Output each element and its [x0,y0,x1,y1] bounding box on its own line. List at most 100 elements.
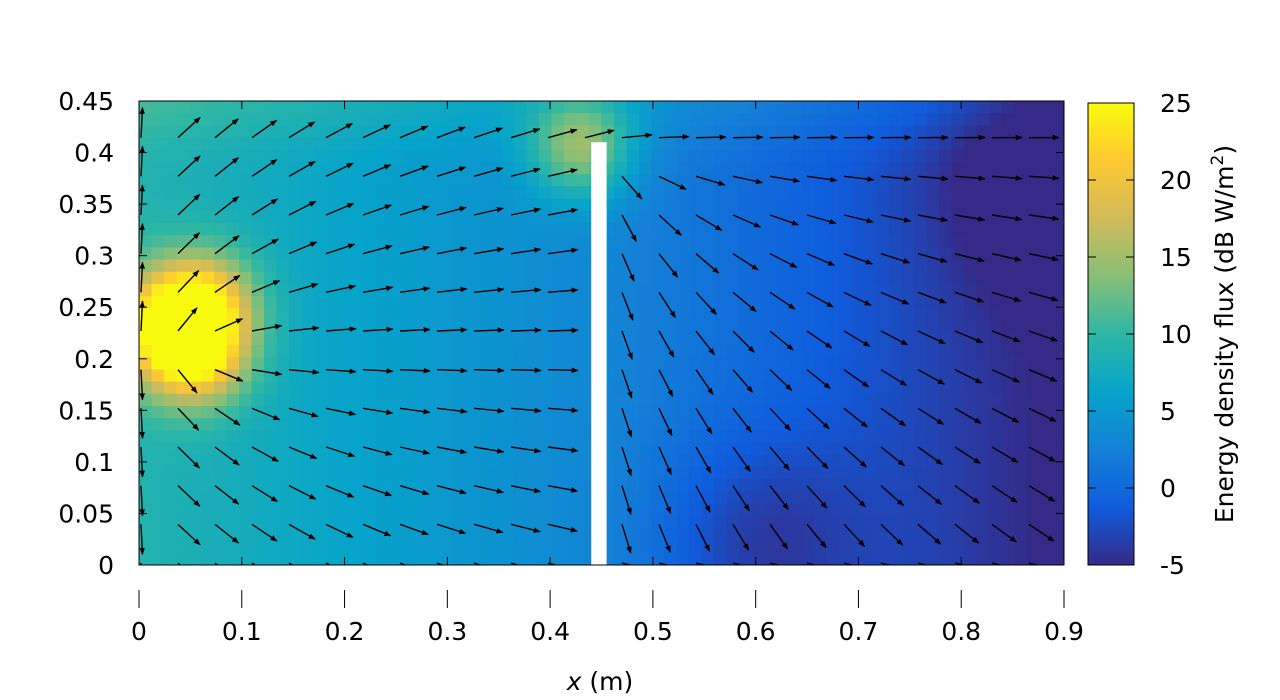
heatmap-cell [1026,332,1040,346]
heatmap-cell [889,503,903,517]
flux-arrow [547,247,579,255]
flux-arrow [436,484,467,495]
heatmap-cell [351,442,365,456]
heatmap-cell [739,113,753,126]
heatmap-cell [901,125,915,139]
heatmap-cell [251,515,265,529]
heatmap-cell [526,149,540,163]
heatmap-cell [1051,210,1064,224]
heatmap-cell [214,393,228,407]
heatmap-cell [251,332,265,346]
heatmap-cell [926,223,940,236]
flux-arrow [1028,446,1056,462]
heatmap-cell [489,235,503,248]
heatmap-cell [651,515,665,529]
heatmap-cell [176,357,190,370]
flux-arrow [658,291,676,319]
heatmap-cell [314,101,328,114]
heatmap-cell [689,418,703,431]
heatmap-cell [614,552,628,565]
heatmap-cell [476,271,490,285]
heatmap-cell [926,198,940,212]
flux-arrow [251,198,278,216]
heatmap-cell [426,503,440,517]
heatmap-cell [314,149,328,163]
heatmap-cell [839,393,853,407]
heatmap-cell [264,125,278,139]
heatmap-cell [1051,271,1064,285]
heatmap-cell [214,259,228,273]
heatmap-cell [851,540,865,553]
heatmap-cell [851,296,865,309]
heatmap-cell [926,381,940,395]
heatmap-cell [1014,515,1028,529]
heatmap-cell [989,235,1003,248]
heatmap-cell [751,296,765,309]
heatmap-cell [164,491,178,505]
heatmap-cell [576,308,590,322]
heatmap-cell [1039,467,1053,480]
heatmap-cell [501,552,515,565]
heatmap-cell [1039,564,1053,565]
heatmap-cell [776,137,790,151]
flux-arrow [399,286,431,294]
heatmap-cell [901,235,915,248]
heatmap-cell [864,454,878,468]
flux-arrow [510,407,542,414]
heatmap-cell [451,503,465,517]
heatmap-cell [664,125,678,139]
flux-arrow [325,326,357,332]
heatmap-cell [251,162,265,175]
heatmap-cell [276,430,290,444]
heatmap-cell [739,406,753,419]
heatmap-cell [526,503,540,517]
heatmap-cell [164,406,178,419]
heatmap-cell [1039,442,1053,456]
heatmap-cell [801,406,815,419]
heatmap-cell [376,332,390,346]
heatmap-cell [239,259,253,273]
flux-arrow [177,116,201,139]
heatmap-cell [439,540,453,553]
flux-arrow [732,369,754,393]
heatmap-cell [389,491,403,505]
heatmap-cell [1014,357,1028,370]
heatmap-cell [639,345,653,358]
heatmap-cell [251,418,265,431]
heatmap-cell [826,271,840,285]
heatmap-cell [751,381,765,395]
flux-arrow [473,327,505,333]
heatmap-cell [826,308,840,322]
heatmap-cell [876,528,890,541]
heatmap-cell [239,540,253,553]
heatmap-cell [639,198,653,212]
heatmap-cell [301,479,315,492]
heatmap-cell [914,308,928,322]
heatmap-cell [951,162,965,175]
heatmap-cell [151,491,165,505]
heatmap-cell [876,454,890,468]
heatmap-cell [439,223,453,236]
heatmap-cell [264,381,278,395]
heatmap-cell [626,552,640,565]
heatmap-cell [964,137,978,151]
heatmap-cell [226,125,240,139]
heatmap-cell [1014,210,1028,224]
heatmap-cell [876,198,890,212]
heatmap-cell [551,393,565,407]
heatmap-cell [139,430,153,444]
heatmap-cell [901,503,915,517]
heatmap-cell [826,247,840,261]
heatmap-cell [826,198,840,212]
flux-arrow [362,446,393,456]
heatmap-cell [776,369,790,383]
heatmap-cell [576,198,590,212]
heatmap-cell [739,564,753,565]
flux-arrow [288,523,316,540]
heatmap-cell [826,540,840,553]
heatmap-cell [976,137,990,151]
heatmap-cell [214,345,228,358]
heatmap-cell [1026,540,1040,553]
heatmap-cell [364,540,378,553]
heatmap-cell [289,247,303,261]
